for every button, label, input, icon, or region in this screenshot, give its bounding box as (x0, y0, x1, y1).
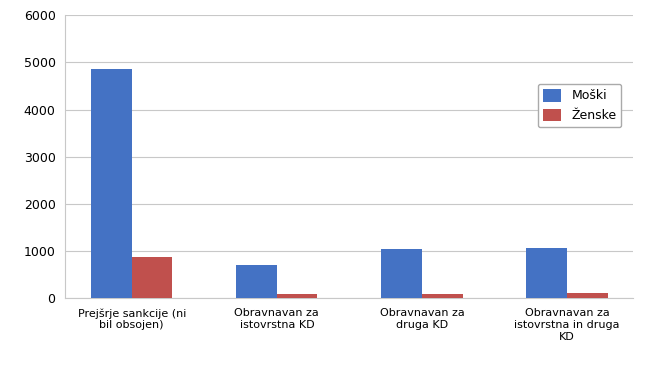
Bar (567, 293, 607, 298)
Bar (381, 249, 422, 298)
Bar (236, 265, 277, 298)
Legend: Moški, Ženske: Moški, Ženske (537, 84, 622, 127)
Bar (277, 294, 317, 298)
Bar (526, 248, 567, 298)
Bar (132, 257, 172, 298)
Bar (91, 70, 132, 298)
Bar (422, 294, 462, 298)
